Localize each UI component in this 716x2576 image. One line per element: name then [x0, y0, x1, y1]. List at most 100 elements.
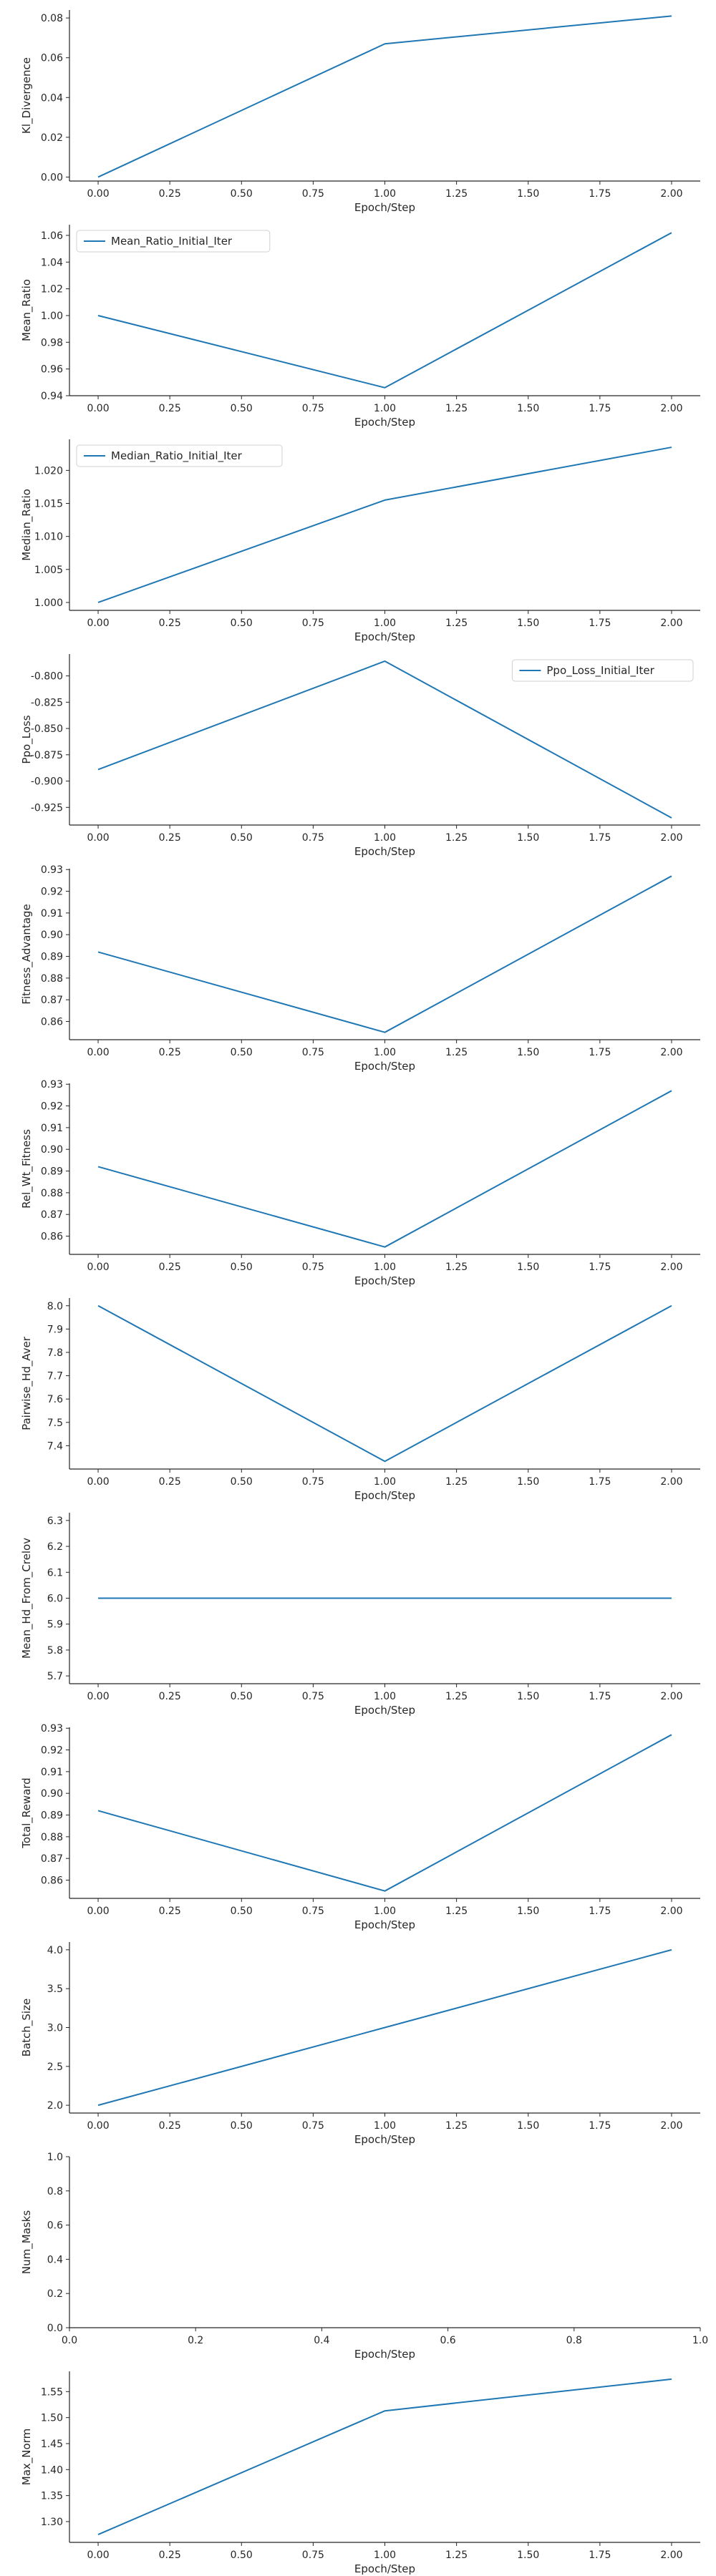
x-tick-label: 1.25: [445, 2550, 468, 2561]
y-tick-label: 0.92: [41, 1745, 63, 1757]
y-tick-label: 7.7: [47, 1371, 63, 1382]
y-tick-label: 0.90: [41, 1788, 63, 1800]
series-line: [97, 15, 672, 178]
x-tick-label: 0.75: [302, 618, 324, 629]
x-tick-label: 0.00: [87, 2550, 109, 2561]
y-tick-label: 1.02: [41, 284, 63, 296]
chart-panel-7: 0.00 0.25 0.50 0.75 1.00 1.25 1.50 1.75 2.00 7.4 7…: [20, 1298, 700, 1502]
x-tick-label: 1.75: [589, 1906, 611, 1917]
chart-panel-1: 0.00 0.25 0.50 0.75 1.00 1.25 1.50 1.75 2.00 0.00…: [20, 10, 700, 214]
x-axis-label: Epoch/Step: [354, 845, 415, 858]
x-axis-label: Epoch/Step: [354, 201, 415, 214]
x-tick-label: 0.75: [302, 2550, 324, 2561]
x-tick-label: 0.00: [87, 1047, 109, 1058]
x-tick-label: 0.6: [440, 2335, 455, 2346]
y-tick-label: 3.5: [47, 1984, 63, 1995]
x-tick-label: 0.75: [302, 1476, 324, 1488]
y-tick-label: -0.925: [31, 802, 63, 814]
y-tick-label: 0.93: [41, 864, 63, 876]
series-line: [97, 660, 672, 819]
x-tick-label: 1.00: [374, 1906, 396, 1917]
y-tick-label: 0.8: [47, 2186, 63, 2197]
x-tick-label: 2.00: [660, 403, 682, 414]
y-tick-label: 3.0: [47, 2023, 63, 2034]
x-tick-label: 0.25: [159, 1906, 181, 1917]
y-tick-label: 0.88: [41, 1188, 63, 1199]
x-tick-label: 0.75: [302, 1906, 324, 1917]
x-tick-label: 0.25: [159, 403, 181, 414]
y-tick-label: 1.04: [41, 257, 63, 268]
y-tick-label: 0.04: [41, 92, 63, 104]
x-tick-label: 0.50: [231, 832, 253, 844]
x-tick-label: 0.50: [231, 2120, 253, 2132]
x-tick-label: 1.00: [374, 1047, 396, 1058]
y-tick-label: 6.3: [47, 1516, 63, 1527]
x-tick-label: 2.00: [660, 2120, 682, 2132]
legend-box: [76, 230, 271, 253]
x-tick-label: 1.50: [517, 1047, 539, 1058]
y-tick-label: 0.87: [41, 1853, 63, 1865]
x-tick-label: 1.00: [374, 832, 396, 844]
x-tick-label: 0.00: [87, 1262, 109, 1273]
x-tick-label: 0.75: [302, 188, 324, 200]
x-tick-label: 0.00: [87, 1691, 109, 1702]
y-tick-label: 0.94: [41, 391, 63, 402]
x-tick-label: 0.50: [231, 618, 253, 629]
x-tick-label: 0.50: [231, 1906, 253, 1917]
x-tick-label: 2.00: [660, 618, 682, 629]
y-tick-label: 0.89: [41, 1810, 63, 1822]
x-tick-label: 1.75: [589, 188, 611, 200]
y-tick-label: 8.0: [47, 1301, 63, 1312]
y-tick-label: 0.2: [47, 2288, 63, 2300]
x-tick-label: 1.50: [517, 1476, 539, 1488]
y-tick-label: 1.010: [34, 532, 63, 543]
y-tick-label: 7.5: [47, 1418, 63, 1429]
x-tick-label: 1.00: [374, 618, 396, 629]
x-tick-label: 0.00: [87, 2120, 109, 2132]
x-tick-label: 1.00: [374, 1476, 396, 1488]
series-line: [97, 232, 672, 389]
x-tick-label: 1.75: [589, 1047, 611, 1058]
chart-panel-8: 0.00 0.25 0.50 0.75 1.00 1.25 1.50 1.75 2.00 5.7 5…: [20, 1513, 700, 1717]
y-axis-label: Mean_Ratio: [20, 279, 34, 341]
x-tick-label: 1.25: [445, 2120, 468, 2132]
series-line: [97, 875, 672, 1033]
x-tick-label: 1.00: [374, 1262, 396, 1273]
y-tick-label: 0.86: [41, 1875, 63, 1887]
series-line: [97, 1734, 672, 1892]
y-tick-label: 4.0: [47, 1945, 63, 1956]
y-tick-label: 5.9: [47, 1619, 63, 1631]
x-tick-label: 0.75: [302, 1262, 324, 1273]
y-tick-label: -0.900: [31, 776, 63, 788]
x-axis-label: Epoch/Step: [354, 1704, 415, 1717]
y-tick-label: 0.88: [41, 973, 63, 985]
y-tick-label: 0.89: [41, 952, 63, 963]
series-line: [97, 447, 672, 603]
x-tick-label: 0.25: [159, 1476, 181, 1488]
y-tick-label: 5.8: [47, 1645, 63, 1657]
x-tick-label: 1.25: [445, 403, 468, 414]
x-tick-label: 0.00: [87, 188, 109, 200]
y-tick-label: 0.92: [41, 887, 63, 898]
x-tick-label: 0.50: [231, 1476, 253, 1488]
chart-panel-2: 0.00 0.25 0.50 0.75 1.00 1.25 1.50 1.75 2.00 0.94…: [20, 225, 700, 429]
x-tick-label: 1.00: [374, 1691, 396, 1702]
y-tick-label: 1.40: [41, 2464, 63, 2476]
x-tick-label: 1.50: [517, 403, 539, 414]
x-tick-label: 1.50: [517, 2120, 539, 2132]
legend: Ppo_Loss_Initial_Iter: [511, 659, 694, 682]
x-tick-label: 1.00: [374, 403, 396, 414]
x-tick-label: 0.0: [62, 2335, 77, 2346]
x-tick-label: 0.75: [302, 832, 324, 844]
x-tick-label: 2.00: [660, 2550, 682, 2561]
y-tick-label: 1.00: [41, 311, 63, 322]
x-tick-label: 0.25: [159, 2550, 181, 2561]
x-tick-label: 1.25: [445, 1691, 468, 1702]
chart-panel-5: 0.00 0.25 0.50 0.75 1.00 1.25 1.50 1.75 2.00 0.86…: [20, 864, 700, 1073]
y-tick-label: 5.7: [47, 1671, 63, 1682]
y-tick-label: 1.0: [47, 2152, 63, 2163]
chart-panel-3: 0.00 0.25 0.50 0.75 1.00 1.25 1.50 1.75 2.00 1.00…: [20, 439, 700, 643]
x-tick-label: 0.25: [159, 1262, 181, 1273]
series-line: [97, 1304, 672, 1463]
